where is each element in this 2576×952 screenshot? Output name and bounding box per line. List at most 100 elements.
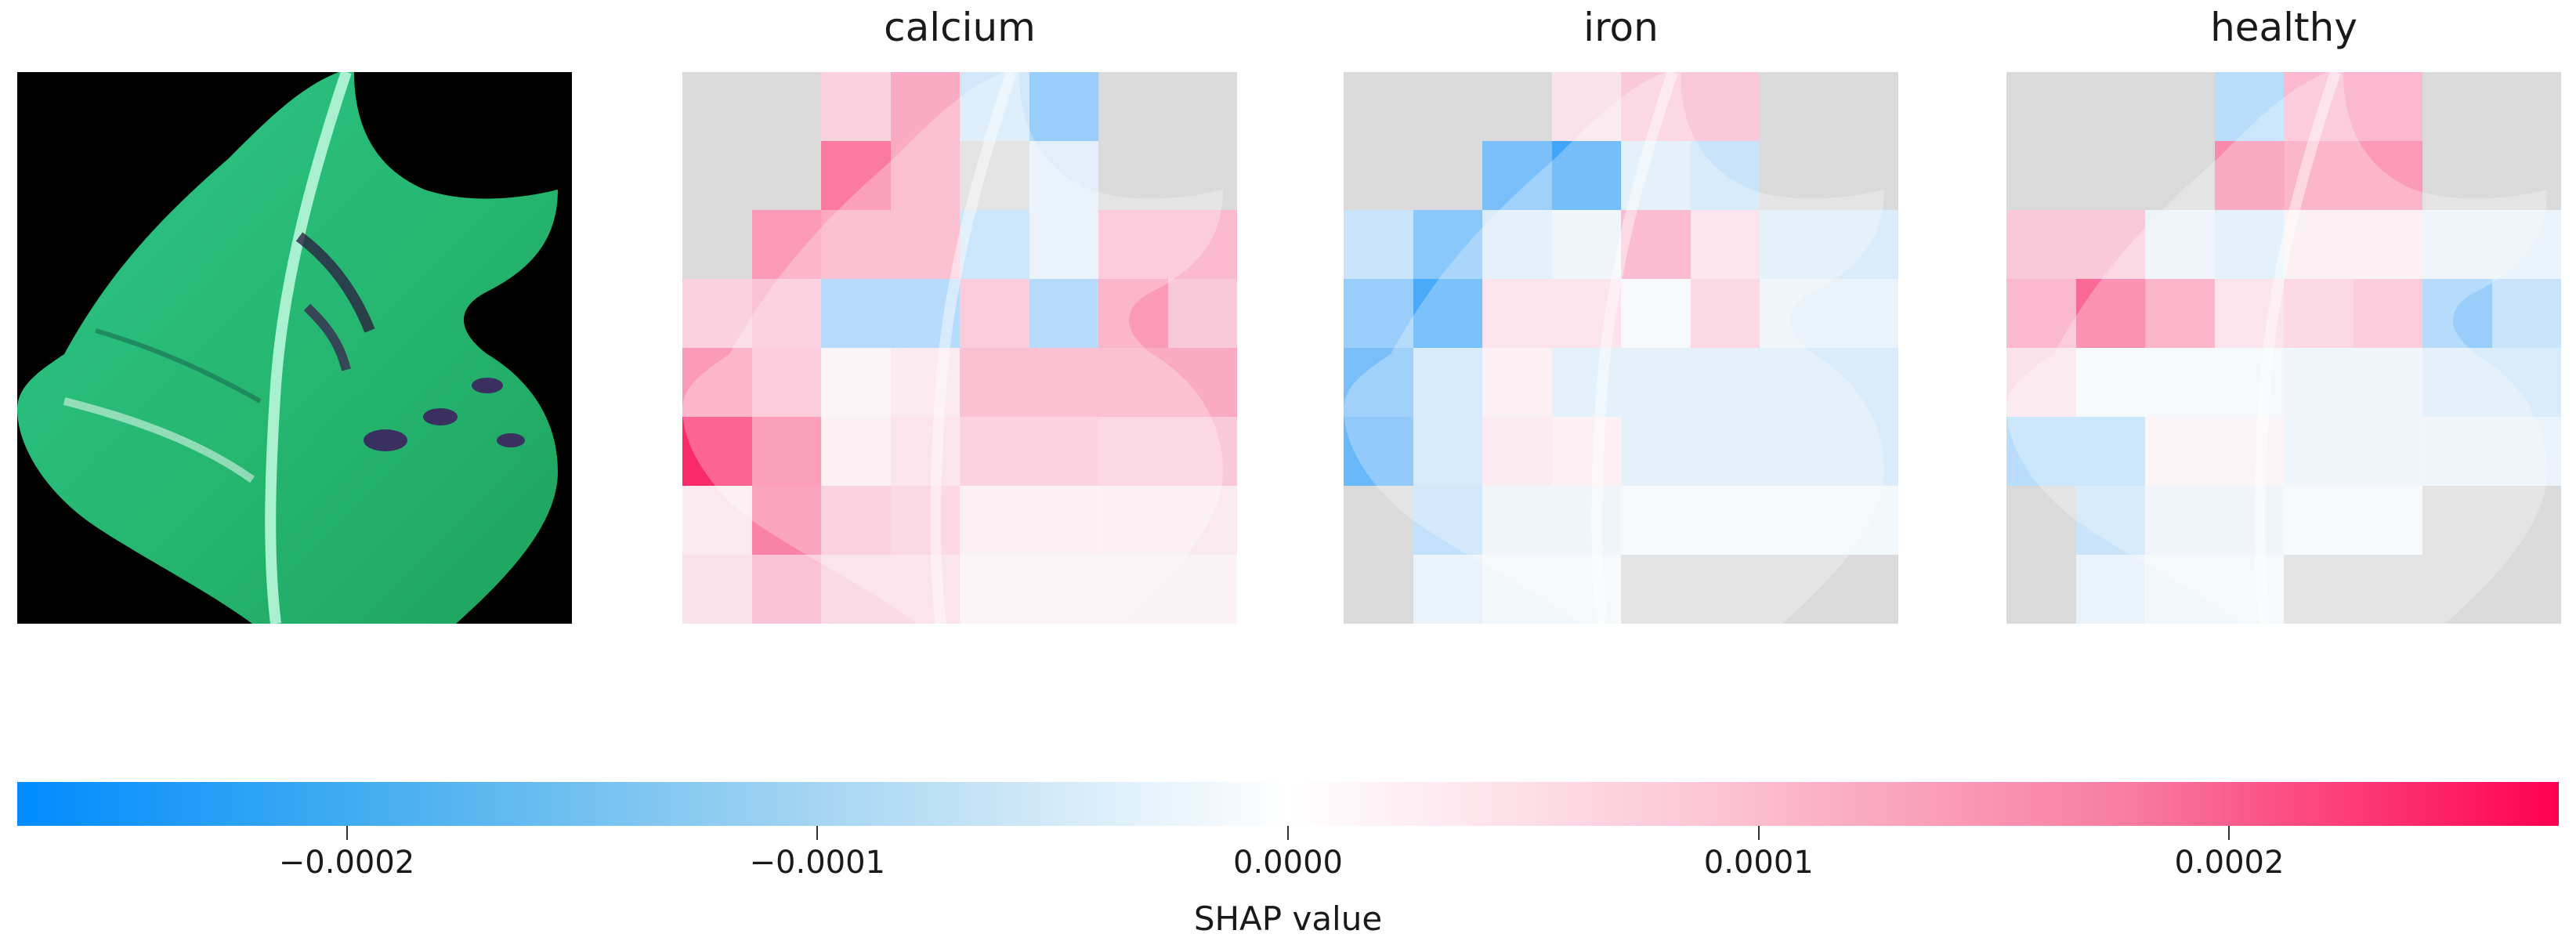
shap-cell [1690, 279, 1760, 348]
shap-cell [1690, 417, 1760, 486]
shap-cell [1413, 141, 1483, 210]
shap-cell [890, 555, 961, 624]
shap-cell [751, 210, 822, 279]
shap-cell [1098, 72, 1168, 141]
shap-cell [2284, 486, 2353, 555]
shap-cell [1829, 348, 1898, 417]
shap-cell [2491, 486, 2561, 555]
shap-cell [2075, 486, 2146, 555]
shap-cell [1344, 210, 1413, 279]
shap-cell [1167, 72, 1237, 141]
shap-cell [2006, 486, 2076, 555]
colorbar-tick-label: −0.0001 [749, 845, 885, 881]
shap-cell [960, 348, 1029, 417]
shap-cell [1098, 210, 1168, 279]
shap-cell [2491, 348, 2561, 417]
shap-cell [2353, 348, 2423, 417]
colorbar-tick [2228, 826, 2230, 840]
shap-cell [1829, 417, 1898, 486]
shap-cell [1482, 72, 1552, 141]
shap-cell [2075, 555, 2146, 624]
colorbar-tick [816, 826, 819, 840]
shap-cell [1551, 555, 1622, 624]
shap-cell [1760, 141, 1829, 210]
shap-cell [1482, 417, 1552, 486]
shap-cell [682, 486, 752, 555]
shap-cell [682, 141, 752, 210]
shap-cell [751, 279, 822, 348]
shap-cell [1167, 210, 1237, 279]
shap-cell [1621, 417, 1691, 486]
shap-cell [1167, 486, 1237, 555]
shap-cell [2006, 417, 2076, 486]
shap-cell [2006, 210, 2076, 279]
shap-cell [1482, 348, 1552, 417]
shap-cell [1098, 555, 1168, 624]
shap-cell [821, 486, 891, 555]
shap-cell [960, 72, 1029, 141]
colorbar-tick [1287, 826, 1289, 840]
shap-cell [890, 348, 961, 417]
shap-cell [960, 210, 1029, 279]
shap-cell [1690, 486, 1760, 555]
shap-cell [2214, 210, 2285, 279]
shap-cell [2006, 348, 2076, 417]
shap-cell [890, 72, 961, 141]
leaf-silhouette-overlay [682, 72, 1223, 624]
shap-cell [960, 486, 1029, 555]
shap-cell [1344, 555, 1413, 624]
shap-cell [1760, 417, 1829, 486]
shap-map-calcium [682, 72, 1237, 624]
shap-cell [2422, 210, 2492, 279]
shap-cell [2145, 141, 2215, 210]
shap-cell [2284, 555, 2353, 624]
shap-cell [2006, 279, 2076, 348]
shap-cell [2214, 555, 2285, 624]
shap-cell [1167, 279, 1237, 348]
shap-cell [1098, 279, 1168, 348]
shap-cell [751, 417, 822, 486]
shap-cell [2491, 555, 2561, 624]
shap-cell [751, 72, 822, 141]
shap-cell [1551, 141, 1622, 210]
shap-cell [2353, 279, 2423, 348]
shap-cell [1482, 141, 1552, 210]
shap-cell [1098, 348, 1168, 417]
shap-cell [1167, 141, 1237, 210]
shap-cell [2284, 210, 2353, 279]
shap-cell [2145, 348, 2215, 417]
shap-cell [890, 417, 961, 486]
shap-cell [1482, 279, 1552, 348]
colorbar-tick-label: 0.0000 [1233, 845, 1343, 881]
shap-cell [1829, 141, 1898, 210]
shap-cell [751, 348, 822, 417]
shap-cell [1621, 72, 1691, 141]
shap-cell [1167, 417, 1237, 486]
shap-cell [1551, 210, 1622, 279]
shap-cell [2422, 141, 2492, 210]
shap-cell [1690, 210, 1760, 279]
shap-cell [1413, 486, 1483, 555]
shap-cell [1482, 486, 1552, 555]
shap-cell [2075, 417, 2146, 486]
shap-cell [1690, 72, 1760, 141]
original-leaf-image [17, 72, 572, 624]
shap-cell [2491, 72, 2561, 141]
shap-cell [2422, 279, 2492, 348]
shap-cell [1344, 141, 1413, 210]
shap-cell [682, 555, 752, 624]
shap-cell [1482, 555, 1552, 624]
shap-cell [1098, 417, 1168, 486]
shap-cell [1167, 348, 1237, 417]
shap-cell [1098, 141, 1168, 210]
shap-cell [2353, 555, 2423, 624]
shap-cell [821, 417, 891, 486]
shap-cell [2422, 72, 2492, 141]
shap-cell [2075, 141, 2146, 210]
panel-title-iron: iron [1583, 5, 1659, 50]
shap-cell [2214, 72, 2285, 141]
shap-cell [751, 141, 822, 210]
shap-cell [890, 279, 961, 348]
colorbar [17, 782, 2559, 826]
shap-cell [821, 279, 891, 348]
